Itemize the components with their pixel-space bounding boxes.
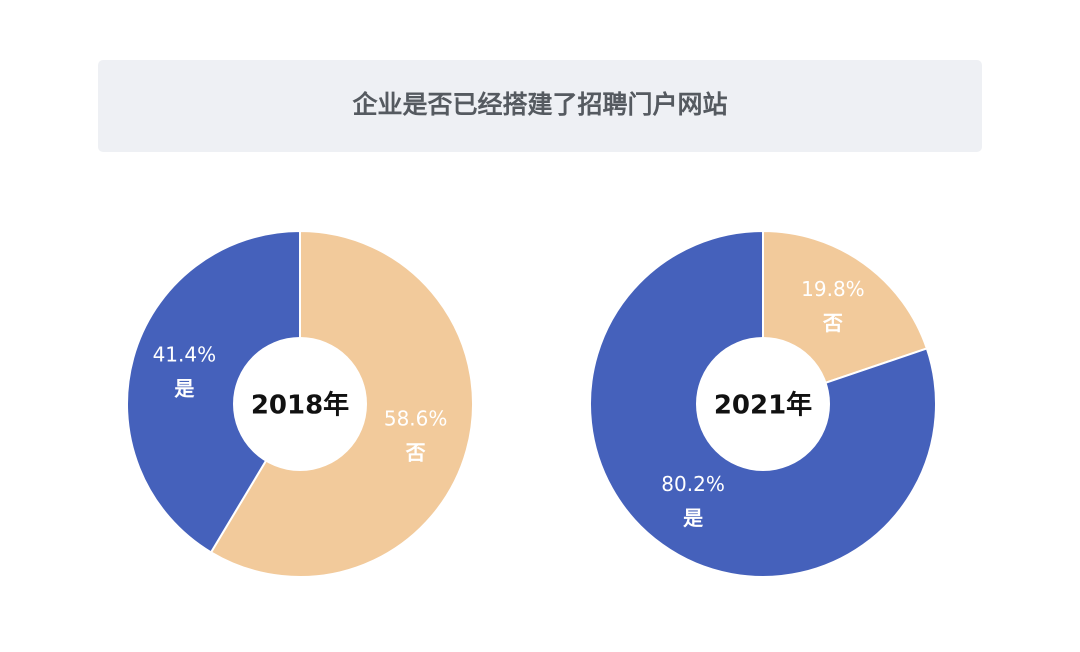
donut-hole xyxy=(233,337,367,471)
chart-title: 企业是否已经搭建了招聘门户网站 xyxy=(352,90,727,119)
value-label: 80.2% xyxy=(661,472,725,496)
category-label: 是 xyxy=(173,376,194,400)
donut-hole xyxy=(696,337,830,471)
category-label: 否 xyxy=(822,311,843,335)
value-label: 41.4% xyxy=(153,342,217,366)
value-label: 19.8% xyxy=(801,277,865,301)
category-label: 否 xyxy=(405,441,426,465)
title-box xyxy=(98,60,982,152)
center-label: 2021年 xyxy=(714,390,812,421)
category-label: 是 xyxy=(682,506,703,530)
value-label: 58.6% xyxy=(384,407,448,431)
center-label: 2018年 xyxy=(251,390,349,421)
slice xyxy=(126,229,301,554)
